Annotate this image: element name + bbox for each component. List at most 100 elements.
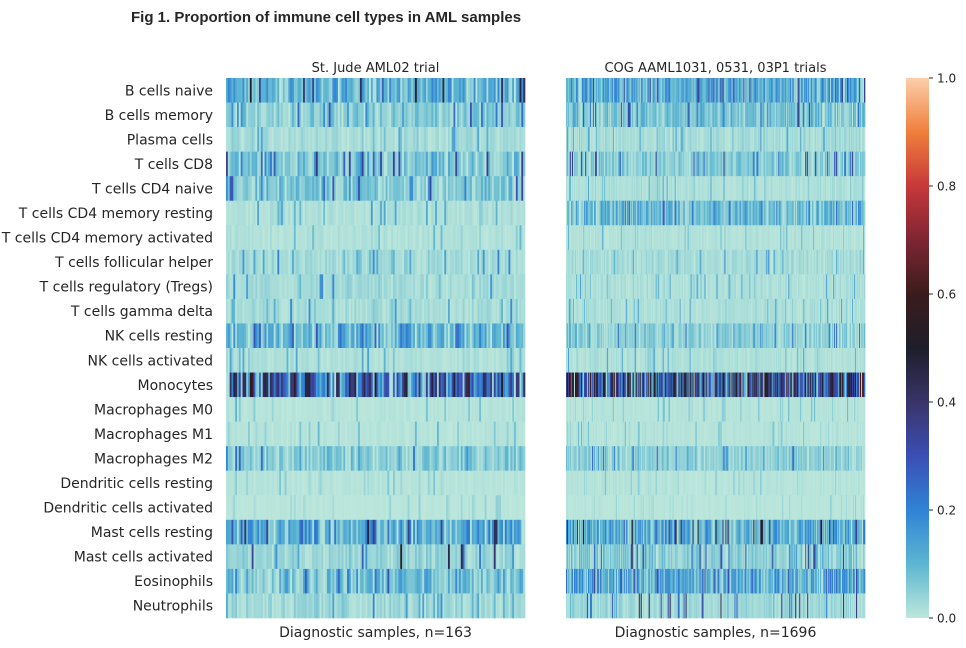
heatmap-cell (656, 151, 659, 177)
heatmap-cell (429, 225, 432, 251)
heatmap-cell (414, 151, 418, 177)
heatmap-cell (807, 102, 809, 128)
heatmap-cell (466, 397, 469, 422)
heatmap-cell (701, 176, 703, 202)
heatmap-cell (361, 593, 364, 619)
heatmap-cell (722, 151, 724, 177)
heatmap-cell (624, 127, 627, 152)
heatmap-cell (310, 323, 313, 349)
heatmap-cell (801, 102, 803, 128)
heatmap-cell (848, 102, 850, 128)
heatmap-cell (413, 78, 416, 103)
heatmap-cell (702, 102, 704, 128)
heatmap-cell (369, 568, 372, 594)
heatmap-cell (385, 151, 388, 177)
heatmap-cell (260, 519, 264, 545)
heatmap-cell (669, 127, 671, 152)
heatmap-cell (389, 568, 392, 594)
heatmap-cell (852, 102, 854, 128)
heatmap-cell (502, 78, 506, 103)
heatmap-cell (292, 446, 295, 472)
heatmap-cell (782, 151, 784, 177)
heatmap-cell (308, 225, 311, 251)
heatmap-cell (499, 397, 502, 422)
heatmap-cell (848, 127, 850, 152)
heatmap-cell (374, 421, 377, 447)
heatmap-cell (508, 421, 511, 447)
heatmap-cell (359, 446, 363, 472)
heatmap-cell (717, 151, 719, 177)
heatmap-cell (381, 544, 385, 570)
heatmap-cell (306, 348, 309, 373)
heatmap-cell (427, 274, 430, 300)
heatmap-cell (475, 544, 478, 570)
heatmap-cell (484, 298, 487, 324)
heatmap-cell (782, 127, 784, 152)
heatmap-cell (253, 225, 256, 251)
heatmap-cell (268, 544, 271, 570)
heatmap-cell (841, 151, 843, 177)
heatmap-cell (429, 151, 432, 177)
heatmap-cell (409, 421, 412, 447)
heatmap-cell (271, 151, 275, 177)
heatmap-cell (270, 249, 273, 275)
heatmap-cell (358, 225, 361, 251)
heatmap-cell (726, 127, 728, 152)
heatmap-cell (657, 151, 660, 177)
heatmap-cell (227, 127, 231, 152)
heatmap-cell (612, 176, 615, 202)
heatmap-cell (424, 348, 427, 373)
heatmap-cell (392, 470, 396, 496)
heatmap-cell (493, 151, 496, 177)
heatmap-cell (594, 176, 597, 202)
heatmap-cell (299, 249, 302, 275)
heatmap-cell (264, 274, 267, 300)
heatmap-cell (385, 127, 388, 152)
heatmap-cell (499, 200, 502, 226)
heatmap-cell (484, 274, 487, 300)
heatmap-cell (502, 176, 506, 202)
heatmap-cell (435, 225, 438, 251)
heatmap-cell (332, 593, 335, 619)
heatmap-cell (684, 176, 686, 202)
heatmap-cell (328, 102, 331, 128)
heatmap-cell (666, 176, 669, 202)
heatmap-cell (266, 249, 269, 275)
heatmap-cell (433, 225, 436, 251)
heatmap-cell (705, 176, 707, 202)
heatmap-cell (490, 176, 493, 202)
heatmap-cell (315, 176, 319, 202)
heatmap-cell (251, 298, 254, 324)
heatmap-cell (409, 274, 412, 300)
heatmap-cell (444, 298, 447, 324)
heatmap-cell (304, 446, 308, 472)
heatmap-cell (299, 495, 302, 521)
heatmap-cell (312, 200, 315, 226)
heatmap-cell (661, 176, 664, 202)
heatmap-cell (479, 127, 482, 152)
heatmap-cell (281, 78, 284, 103)
heatmap-cell (321, 200, 324, 226)
heatmap-cell (226, 127, 229, 152)
heatmap-cell (743, 151, 745, 177)
heatmap-cell (839, 78, 841, 103)
heatmap-cell (436, 421, 440, 447)
heatmap-cell (856, 78, 858, 103)
heatmap-cell (446, 298, 449, 324)
heatmap-cell (628, 78, 631, 103)
heatmap-cell (729, 102, 731, 128)
heatmap-cell (425, 200, 429, 226)
heatmap-cell (743, 176, 745, 202)
heatmap-cell (486, 200, 489, 226)
heatmap-cell (429, 568, 432, 594)
heatmap-cell (687, 102, 689, 128)
heatmap-cell (264, 397, 267, 422)
heatmap-cell (332, 323, 335, 349)
heatmap-cell (732, 176, 734, 202)
heatmap-cell (510, 397, 513, 422)
heatmap-cell (391, 372, 394, 398)
heatmap-cell (376, 568, 379, 594)
heatmap-cell (380, 249, 383, 275)
heatmap-cell (729, 127, 731, 152)
heatmap-cell (251, 249, 254, 275)
